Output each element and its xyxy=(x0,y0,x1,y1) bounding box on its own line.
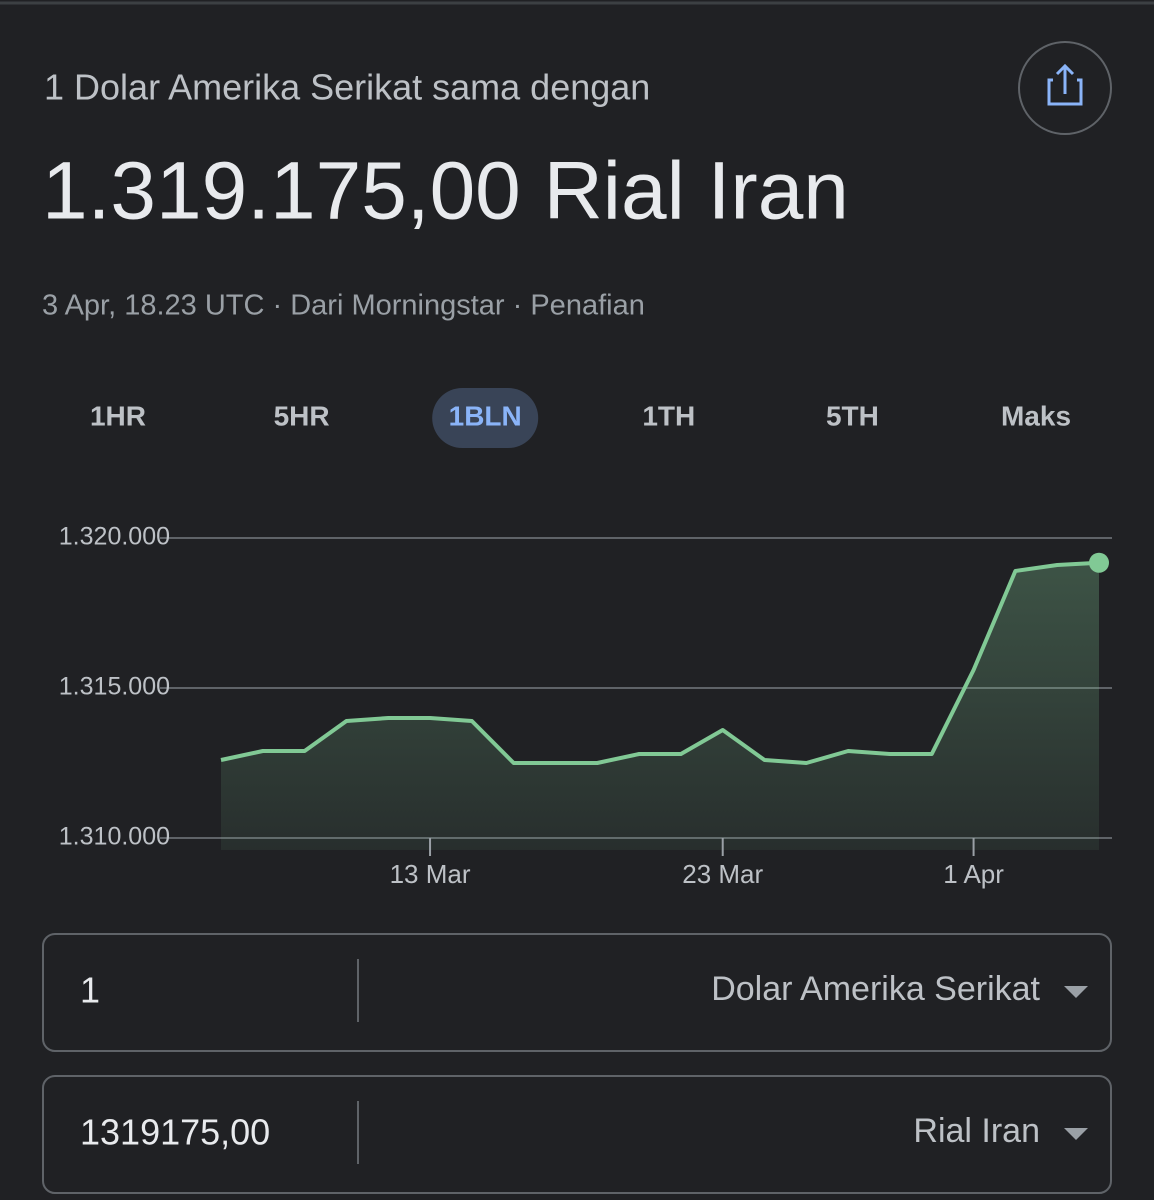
rate-value: 1.319.175,00 Rial Iran xyxy=(42,146,849,237)
area xyxy=(221,562,1099,850)
tab[interactable]: Maks xyxy=(1001,400,1071,431)
currency-select[interactable]: Rial Iran xyxy=(913,1112,1040,1150)
tab[interactable]: 1TH xyxy=(642,400,695,431)
converter-box xyxy=(42,1075,1112,1194)
x-tick-label: 1 Apr xyxy=(943,859,1004,889)
y-tick-label: 1.320.000 xyxy=(59,523,170,551)
dropdown-arrow[interactable] xyxy=(1064,1128,1088,1140)
share-button[interactable] xyxy=(1018,41,1112,135)
converter-box xyxy=(42,933,1112,1052)
tab[interactable]: 1HR xyxy=(90,400,146,431)
tab[interactable]: 5TH xyxy=(826,400,879,431)
x-tick-label: 13 Mar xyxy=(390,859,471,889)
y-tick-label: 1.315.000 xyxy=(59,673,170,701)
tab[interactable]: 1BLN xyxy=(449,400,522,431)
amount-input[interactable]: 1 xyxy=(80,970,100,1011)
subtitle: 1 Dolar Amerika Serikat sama dengan xyxy=(44,67,650,108)
share-icon[interactable] xyxy=(1047,63,1083,106)
dropdown-arrow[interactable] xyxy=(1064,986,1088,998)
y-tick-label: 1.310.000 xyxy=(59,823,170,851)
share-circle[interactable] xyxy=(1018,41,1112,135)
meta: 3 Apr, 18.23 UTC · Dari Morningstar · Pe… xyxy=(42,290,645,322)
x-tick-label: 23 Mar xyxy=(682,859,763,889)
tab[interactable]: 5HR xyxy=(274,400,330,431)
line xyxy=(220,560,1100,765)
last-point xyxy=(1089,552,1109,573)
currency-select[interactable]: Dolar Amerika Serikat xyxy=(711,970,1040,1008)
tab-active-bg[interactable] xyxy=(432,388,539,448)
amount-input[interactable]: 1319175,00 xyxy=(80,1112,270,1153)
